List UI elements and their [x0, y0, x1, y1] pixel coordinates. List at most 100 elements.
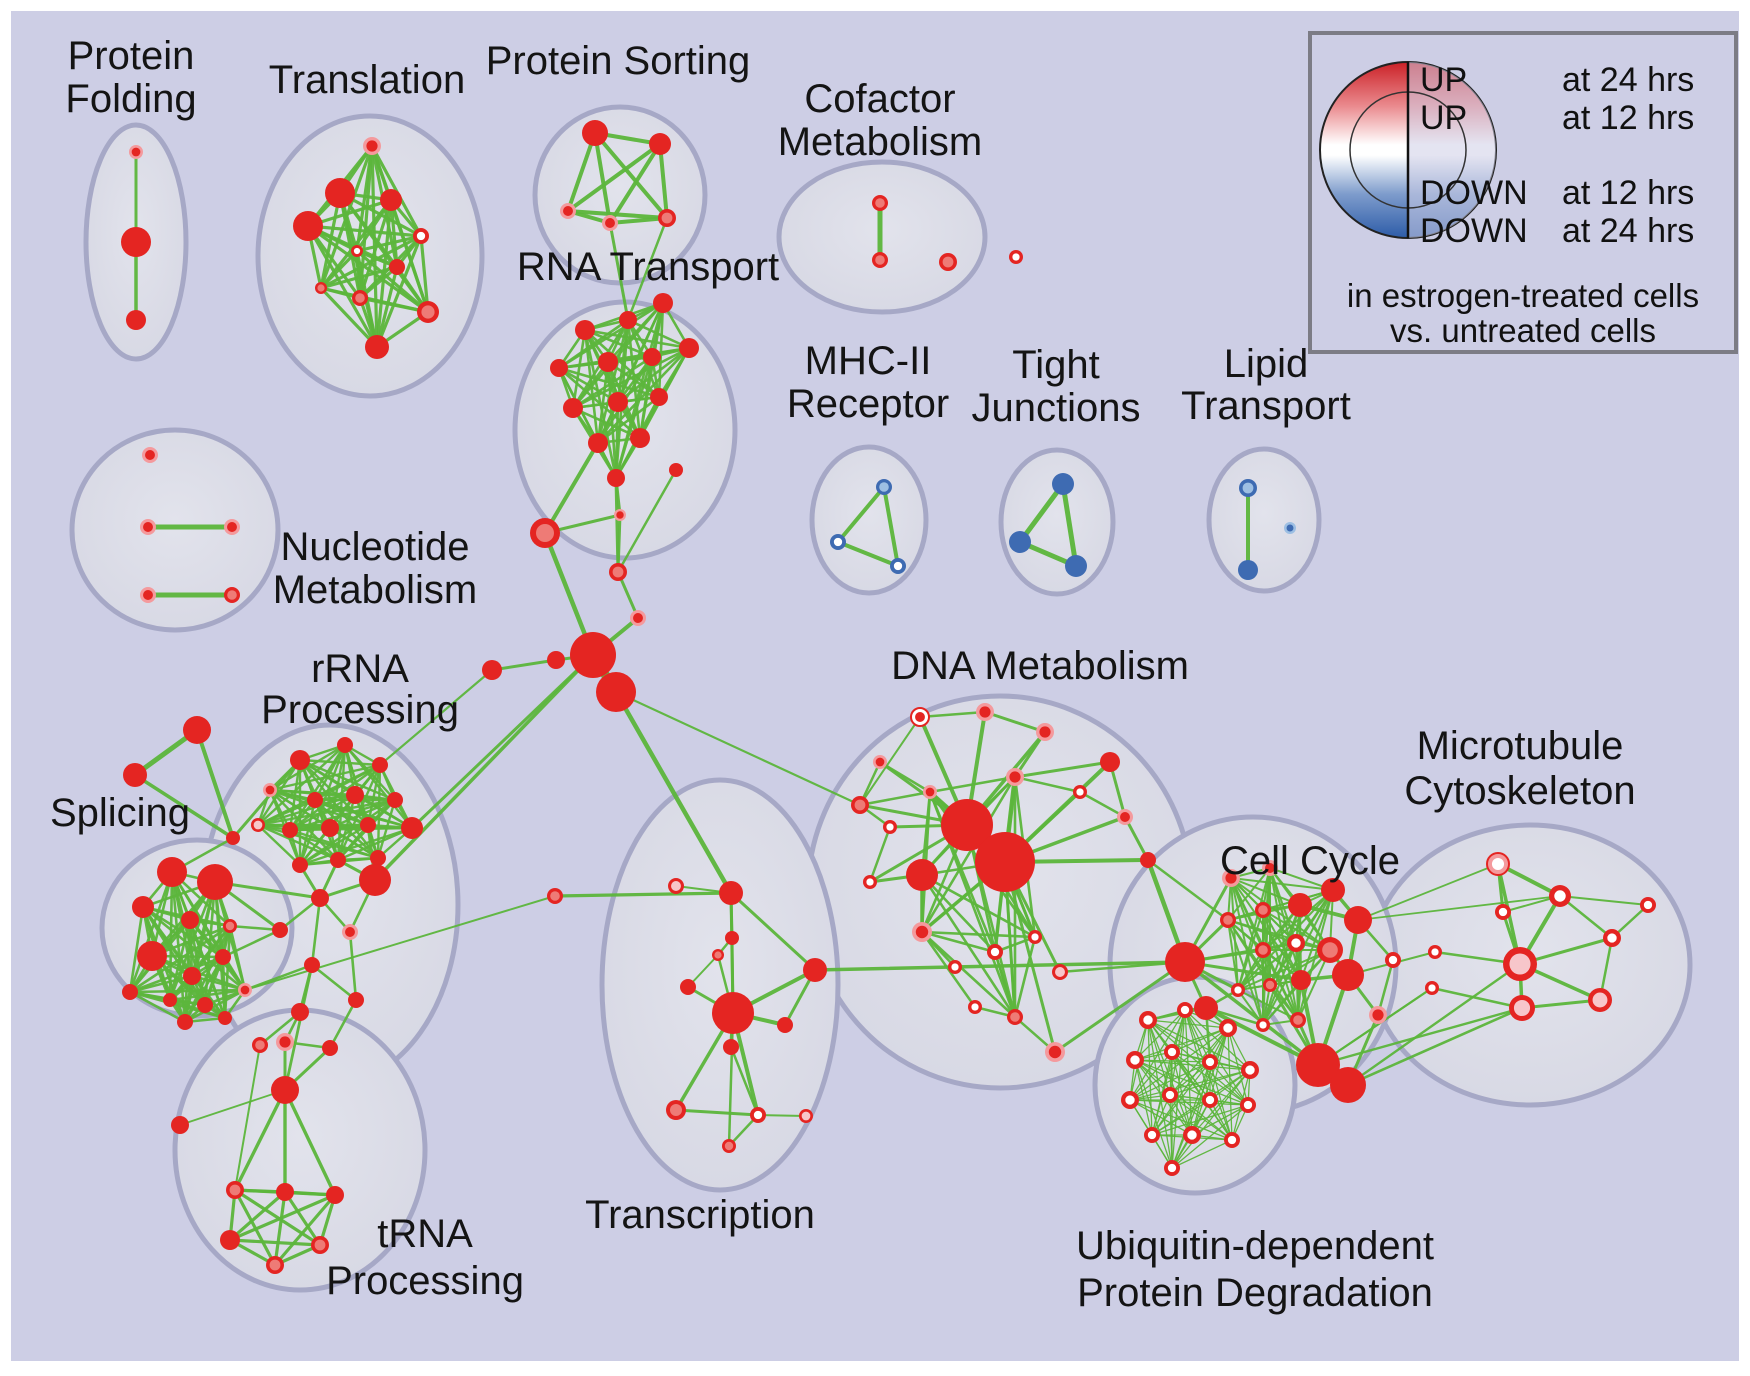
network-edge — [614, 690, 862, 807]
network-edge — [358, 296, 430, 314]
cluster-label-trna-processing: Processing — [326, 1259, 524, 1303]
network-edge — [328, 798, 397, 830]
node-D17 — [987, 944, 1003, 960]
network-edge — [233, 1088, 287, 1192]
node-S11 — [238, 983, 252, 997]
node-TR3 — [803, 958, 827, 982]
node-TR2 — [712, 949, 724, 961]
network-edge — [288, 743, 347, 832]
network-edge — [375, 234, 423, 349]
network-edge — [1230, 877, 1331, 951]
node-U7 — [1121, 1091, 1139, 1109]
network-edge — [228, 924, 247, 992]
node-T9 — [417, 301, 439, 323]
node-H2 — [609, 563, 627, 581]
node-G17 — [342, 924, 358, 940]
network-edge — [920, 775, 1017, 934]
network-edge — [1191, 1104, 1249, 1136]
node-U8 — [1162, 1087, 1178, 1103]
node-S5 — [137, 941, 167, 971]
node-T7 — [315, 282, 327, 294]
node-P4 — [658, 209, 676, 227]
node-N4 — [224, 587, 240, 603]
network-edge — [1060, 481, 1079, 569]
network-edge — [1134, 1059, 1249, 1106]
node-U3 — [1126, 1051, 1144, 1069]
node-D6 — [1073, 785, 1087, 799]
node-TR1 — [725, 931, 739, 945]
node-K7 — [1344, 906, 1372, 934]
node-H3 — [630, 610, 646, 626]
network-edge — [348, 930, 358, 1002]
network-edge — [571, 346, 691, 410]
network-edge — [1171, 1027, 1229, 1053]
network-edge — [128, 990, 187, 1024]
node-U4 — [1164, 1044, 1180, 1060]
node-G4 — [307, 792, 323, 808]
node-Q1 — [322, 1040, 338, 1056]
node-LP0 — [1239, 479, 1257, 497]
network-edge — [133, 773, 235, 840]
node-T4 — [413, 228, 429, 244]
node-TR9 — [750, 1107, 766, 1123]
node-K1 — [1222, 869, 1240, 887]
network-edge — [1376, 958, 1395, 1017]
node-R2 — [653, 293, 673, 313]
network-edge — [273, 1190, 287, 1267]
network-edge — [1520, 998, 1602, 1010]
network-edge — [310, 896, 322, 967]
node-D20 — [968, 1000, 982, 1014]
network-edge — [557, 366, 642, 440]
node-G21 — [252, 1037, 268, 1053]
node-D16 — [948, 960, 962, 974]
node-K3 — [1220, 912, 1236, 928]
node-TR11 — [722, 1139, 736, 1153]
node-U12 — [1183, 1126, 1201, 1144]
network-edge — [355, 234, 423, 253]
network-edge — [179, 1089, 286, 1126]
network-edge — [1183, 960, 1320, 1067]
legend-row-direction: DOWN — [1420, 174, 1528, 212]
node-H0 — [614, 509, 626, 521]
cluster-ellipse-tight-junctions — [998, 447, 1116, 597]
network-edge — [273, 1193, 337, 1267]
legend-note-line: in estrogen-treated cells — [1347, 277, 1699, 314]
network-edge — [920, 930, 1017, 1019]
legend-row-time: at 12 hrs — [1562, 99, 1694, 137]
node-K16 — [1290, 1012, 1306, 1028]
network-edge — [608, 142, 662, 225]
network-edge — [1129, 1099, 1233, 1141]
node-K18 — [1296, 1043, 1340, 1087]
node-M2 — [1495, 904, 1511, 920]
network-edge — [319, 249, 359, 290]
cluster-label-rna-transport: RNA Transport — [517, 245, 779, 289]
node-RL — [547, 888, 563, 904]
node-K20 — [1369, 1006, 1387, 1024]
node-S6 — [183, 967, 201, 985]
network-edge — [836, 485, 886, 544]
node-TR4 — [680, 979, 696, 995]
network-edge — [920, 930, 1037, 939]
network-edge — [358, 198, 393, 300]
node-M7 — [1588, 988, 1612, 1012]
cluster-ellipse-transcription — [599, 777, 841, 1193]
node-LP1 — [1238, 560, 1258, 580]
network-edge — [1078, 790, 1127, 819]
network-edge — [283, 963, 314, 1092]
network-edge — [319, 198, 393, 290]
network-edge — [306, 224, 423, 238]
network-edge — [228, 1193, 337, 1242]
node-MH1 — [830, 534, 846, 550]
network-edge — [1151, 1051, 1173, 1136]
network-edge — [1171, 1139, 1233, 1169]
cluster-ellipses-layer — [69, 104, 1693, 1293]
network-edge — [298, 758, 382, 767]
cluster-label-lipid-transport: Transport — [1181, 384, 1351, 428]
node-R3 — [550, 359, 568, 377]
node-Q3 — [171, 1116, 189, 1134]
network-edge — [1129, 1099, 1193, 1136]
node-TJ1 — [1009, 531, 1031, 553]
node-U10 — [1240, 1097, 1256, 1113]
node-D13 — [883, 820, 897, 834]
network-edge — [268, 763, 382, 792]
